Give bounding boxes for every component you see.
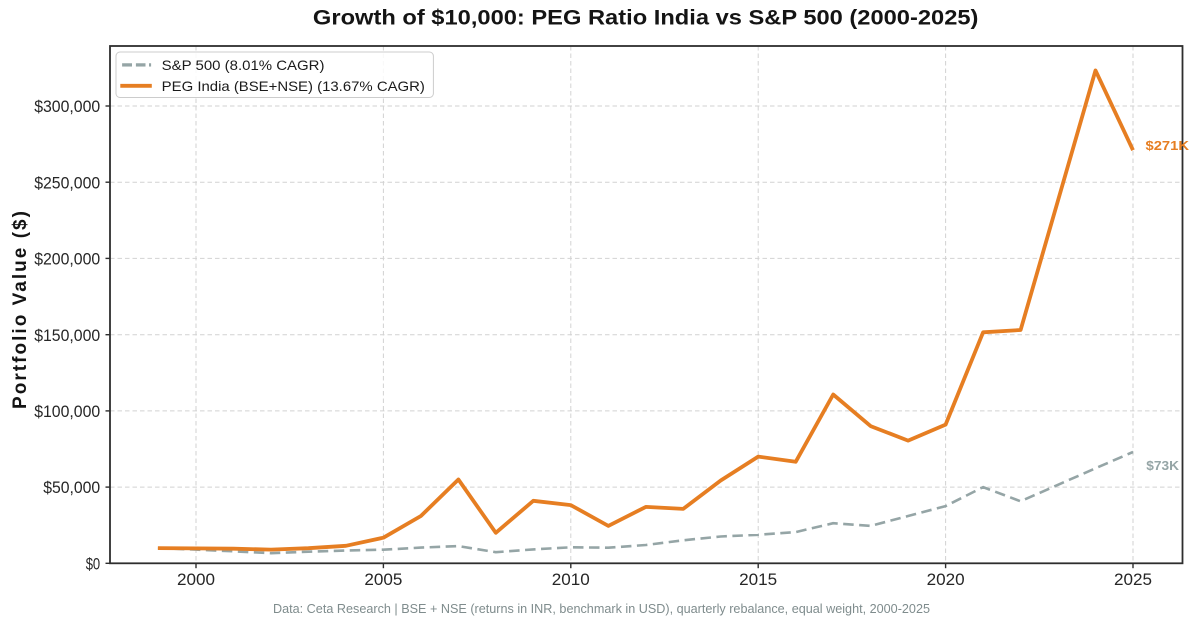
svg-text:$0: $0 xyxy=(86,555,101,573)
svg-text:2000: 2000 xyxy=(177,570,215,589)
svg-text:Data: Ceta Research | BSE + NS: Data: Ceta Research | BSE + NSE (returns… xyxy=(273,601,930,616)
svg-text:PEG India (BSE+NSE) (13.67% CA: PEG India (BSE+NSE) (13.67% CAGR) xyxy=(162,78,425,94)
svg-text:$73K: $73K xyxy=(1146,459,1179,473)
svg-text:2020: 2020 xyxy=(927,570,965,589)
svg-text:S&P 500 (8.01% CAGR): S&P 500 (8.01% CAGR) xyxy=(162,57,325,73)
svg-text:$150,000: $150,000 xyxy=(34,327,100,345)
svg-text:2015: 2015 xyxy=(739,570,777,589)
svg-text:Growth of $10,000: PEG Ratio I: Growth of $10,000: PEG Ratio India vs S&… xyxy=(313,7,978,30)
svg-text:$250,000: $250,000 xyxy=(34,174,100,192)
svg-text:$100,000: $100,000 xyxy=(34,403,100,421)
svg-text:Portfolio Value ($): Portfolio Value ($) xyxy=(10,211,31,409)
svg-text:$50,000: $50,000 xyxy=(43,479,100,497)
svg-text:2025: 2025 xyxy=(1114,570,1152,589)
svg-text:2010: 2010 xyxy=(552,570,590,589)
svg-text:$300,000: $300,000 xyxy=(34,98,100,116)
svg-text:$271K: $271K xyxy=(1146,139,1190,153)
svg-text:$200,000: $200,000 xyxy=(34,251,100,269)
svg-text:2005: 2005 xyxy=(364,570,402,589)
